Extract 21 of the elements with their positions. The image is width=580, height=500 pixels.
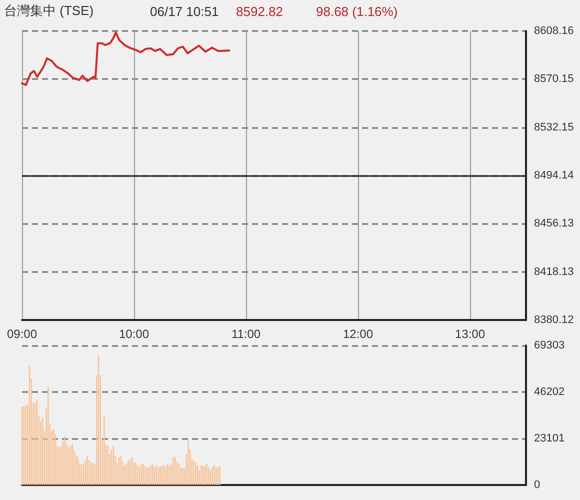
line-series <box>21 31 230 86</box>
text: 06/17 10:51 <box>150 4 219 19</box>
y-tick-label: 69303 <box>534 340 565 352</box>
x-tick-label: 11:00 <box>231 327 261 341</box>
y-tick-label: 8494.14 <box>534 170 574 182</box>
text: 8592.82 <box>236 4 283 19</box>
x-tick-label: 09:00 <box>6 327 38 341</box>
y-tick-label: 8456.13 <box>534 218 574 230</box>
text: 98.68 (1.16%) <box>316 4 398 19</box>
x-tick-label: 10:00 <box>118 327 150 341</box>
y-tick-label: 8608.16 <box>534 25 574 37</box>
x-tick-label: 13:00 <box>454 327 486 341</box>
y-tick-label: 8532.15 <box>534 121 574 134</box>
chart-title: 台灣集中 (TSE) <box>4 3 94 18</box>
x-tick-label: 12:00 <box>342 327 374 341</box>
y-tick-label: 8570.15 <box>534 73 574 86</box>
y-tick-label: 23101 <box>534 432 565 444</box>
y-tick-label: 46202 <box>534 386 565 398</box>
y-tick-label: 8380.12 <box>534 314 574 326</box>
y-tick-label: 0 <box>534 479 540 491</box>
y-tick-label: 8418.13 <box>534 266 574 278</box>
